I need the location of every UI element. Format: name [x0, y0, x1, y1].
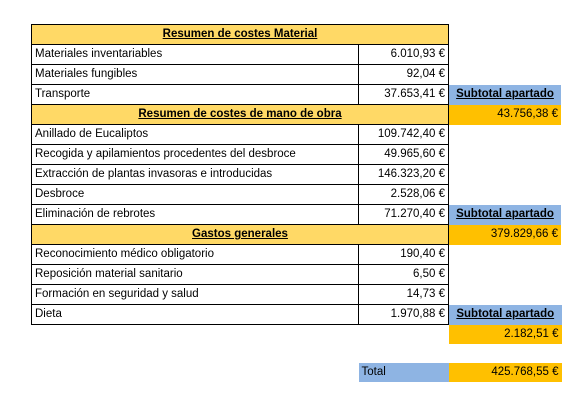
row-label: Formación en seguridad y salud	[31, 284, 359, 305]
table-row: Desbroce 2.528,06 €	[31, 184, 562, 205]
table-row: Recogida y apilamientos procedentes del …	[31, 144, 562, 165]
total-value: 425.768,55 €	[448, 362, 562, 382]
row-label: Dieta	[31, 304, 359, 325]
table-row: Reposición material sanitario 6,50 €	[31, 264, 562, 285]
table-row: Anillado de Eucaliptos 109.742,40 €	[31, 124, 562, 145]
table-row: Materiales fungibles 92,04 €	[31, 64, 562, 85]
total-row: Total 425.768,55 €	[32, 362, 562, 382]
row-label: Desbroce	[31, 184, 359, 205]
row-label: Reposición material sanitario	[31, 264, 359, 285]
labor-section-title: Resumen de costes de mano de obra	[31, 104, 449, 125]
material-subtotal-value: 43.756,38 €	[448, 104, 562, 125]
total-label: Total	[358, 362, 449, 382]
row-label: Reconocimiento médico obligatorio	[31, 244, 359, 265]
row-label: Materiales inventariables	[31, 44, 359, 65]
cost-summary-table: Resumen de costes Material Materiales in…	[31, 24, 562, 382]
table-row: Extracción de plantas invasoras e introd…	[31, 164, 562, 185]
row-value: 6,50 €	[358, 264, 449, 285]
row-value: 2.528,06 €	[358, 184, 449, 205]
row-value: 1.970,88 €	[358, 304, 449, 325]
general-section-title: Gastos generales	[31, 224, 449, 245]
table-row: Formación en seguridad y salud 14,73 €	[31, 284, 562, 305]
general-subtotal-row: 2.182,51 €	[32, 324, 562, 344]
material-section-title: Resumen de costes Material	[31, 24, 449, 45]
row-label: Recogida y apilamientos procedentes del …	[31, 144, 359, 165]
table-row: Eliminación de rebrotes 71.270,40 € Subt…	[31, 204, 562, 225]
row-value: 49.965,60 €	[358, 144, 449, 165]
labor-subtotal-value: 379.829,66 €	[448, 224, 562, 245]
row-label: Extracción de plantas invasoras e introd…	[31, 164, 359, 185]
row-value: 92,04 €	[358, 64, 449, 85]
row-value: 71.270,40 €	[358, 204, 449, 225]
row-label: Eliminación de rebrotes	[31, 204, 359, 225]
row-value: 190,40 €	[358, 244, 449, 265]
row-label: Transporte	[31, 84, 359, 105]
table-row: Dieta 1.970,88 € Subtotal apartado	[31, 304, 562, 325]
cost-summary-sheet: Resumen de costes Material Materiales in…	[31, 24, 562, 382]
row-value: 109.742,40 €	[358, 124, 449, 145]
table-row: Transporte 37.653,41 € Subtotal apartado	[31, 84, 562, 105]
table-row: Materiales inventariables 6.010,93 €	[31, 44, 562, 65]
labor-subtotal-label: Subtotal apartado	[448, 204, 562, 225]
material-subtotal-label: Subtotal apartado	[448, 84, 562, 105]
general-header-row: Gastos generales 379.829,66 €	[31, 224, 562, 245]
table-row: Reconocimiento médico obligatorio 190,40…	[31, 244, 562, 265]
material-header-row: Resumen de costes Material	[31, 24, 562, 45]
general-subtotal-value: 2.182,51 €	[448, 324, 562, 344]
row-value: 37.653,41 €	[358, 84, 449, 105]
general-subtotal-label: Subtotal apartado	[448, 304, 562, 325]
row-label: Materiales fungibles	[31, 64, 359, 85]
labor-header-row: Resumen de costes de mano de obra 43.756…	[31, 104, 562, 125]
row-label: Anillado de Eucaliptos	[31, 124, 359, 145]
row-value: 146.323,20 €	[358, 164, 449, 185]
row-value: 14,73 €	[358, 284, 449, 305]
row-value: 6.010,93 €	[358, 44, 449, 65]
